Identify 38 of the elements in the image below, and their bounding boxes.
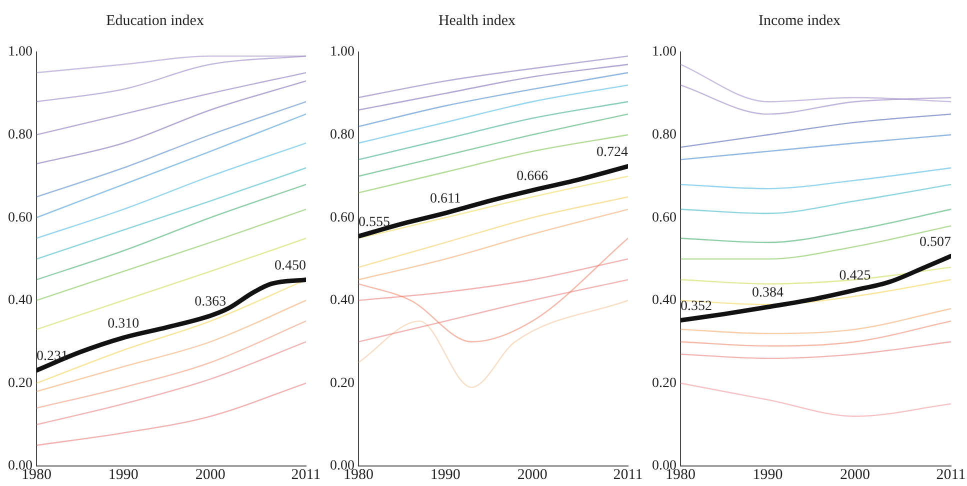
x-tick-label: 1990 xyxy=(430,466,460,483)
x-tick-label: 2000 xyxy=(517,466,548,483)
x-tick-label: 1990 xyxy=(752,466,783,483)
chart-title: Education index xyxy=(106,12,204,29)
y-tick-label: 0.60 xyxy=(330,210,354,226)
x-tick-label: 2011 xyxy=(613,466,643,483)
data-label: 0.507 xyxy=(920,234,951,250)
y-tick-label: 0.20 xyxy=(330,376,354,391)
y-tick-label: 1.00 xyxy=(652,44,676,60)
y-tick-label: 0.60 xyxy=(652,210,676,226)
y-tick-label: 0.20 xyxy=(652,376,676,391)
data-label: 0.352 xyxy=(680,298,712,314)
y-tick-label: 0.40 xyxy=(8,293,32,308)
y-tick-label: 0.80 xyxy=(8,127,32,142)
data-label: 0.363 xyxy=(194,294,226,310)
data-label: 0.425 xyxy=(839,268,871,284)
x-tick-label: 2011 xyxy=(291,466,321,483)
y-tick-label: 0.80 xyxy=(652,127,676,142)
data-label: 0.724 xyxy=(596,144,628,160)
y-tick-label: 0.40 xyxy=(330,293,354,308)
y-tick-label: 0.80 xyxy=(330,127,354,142)
y-tick-label: 1.00 xyxy=(330,44,354,60)
data-label: 0.666 xyxy=(516,168,548,184)
y-tick-label: 0.40 xyxy=(652,293,676,308)
x-tick-label: 2000 xyxy=(840,466,870,483)
chart-title: Health index xyxy=(438,12,516,29)
x-tick-label: 2000 xyxy=(195,466,226,483)
data-label: 0.555 xyxy=(358,214,390,230)
data-label: 0.450 xyxy=(274,258,306,274)
data-label: 0.384 xyxy=(752,286,784,301)
x-tick-label: 2011 xyxy=(936,466,966,483)
y-tick-label: 1.00 xyxy=(8,44,32,60)
y-tick-label: 0.20 xyxy=(8,376,32,391)
x-tick-label: 1990 xyxy=(108,466,138,483)
data-label: 0.611 xyxy=(430,192,461,207)
chart-title: Income index xyxy=(758,12,842,29)
data-label: 0.310 xyxy=(108,316,140,332)
y-tick-label: 0.60 xyxy=(8,210,32,226)
